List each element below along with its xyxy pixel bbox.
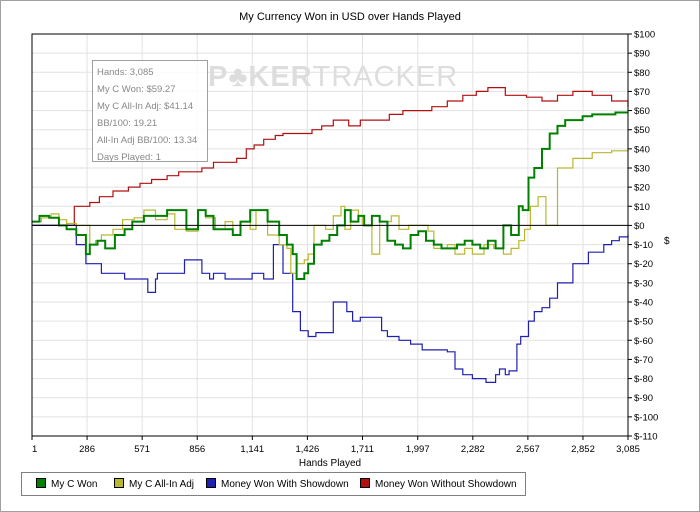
y-tick-label: $40 (634, 144, 650, 155)
plot-border (31, 33, 629, 437)
legend-item-won-no-showdown[interactable]: Money Won Without Showdown (360, 478, 517, 490)
x-tick-label: 1,711 (351, 444, 374, 455)
legend-swatch (206, 478, 216, 488)
y-tick-label: $90 (634, 49, 650, 60)
y-axis-label: $ (664, 236, 670, 247)
stat-bb100: BB/100: 19.21 (97, 118, 158, 129)
legend-swatch (360, 478, 370, 488)
x-tick-label: 286 (79, 444, 95, 455)
y-tick-label: $30 (634, 164, 650, 175)
legend-swatch (114, 478, 124, 488)
x-tick-label: 571 (134, 444, 150, 455)
x-tick-label: 3,085 (616, 444, 640, 455)
y-tick-label: $50 (634, 125, 650, 136)
series-line-my-c-won (32, 111, 628, 280)
stat-won: My C Won: $59.27 (97, 84, 176, 95)
y-tick-label: $20 (634, 183, 650, 194)
legend-item-won-showdown[interactable]: Money Won With Showdown (206, 478, 349, 490)
stat-allin-bb100: All-In Adj BB/100: 13.34 (97, 135, 198, 146)
x-tick-label: 856 (189, 444, 205, 455)
y-tick-label: $10 (634, 202, 650, 213)
pokertracker-watermark: P♣KERTRACKER (208, 61, 459, 93)
x-tick-label: 2,852 (571, 444, 595, 455)
y-tick-label: $-80 (634, 374, 653, 385)
series-line-money-won-without-showdown (32, 87, 629, 226)
y-tick-label: $-40 (634, 298, 653, 309)
y-tick-label: $100 (634, 30, 655, 41)
x-tick-label: 1,426 (295, 444, 319, 455)
x-tick-label: 1,997 (406, 444, 430, 455)
y-tick-label: $-30 (634, 278, 653, 289)
series-line-money-won-with-showdown (32, 224, 629, 383)
y-tick-label: $-60 (634, 336, 653, 347)
y-tick-label: $-70 (634, 355, 653, 366)
y-tick-label: $0 (634, 221, 645, 232)
y-tick-label: $-20 (634, 259, 653, 270)
x-tick-label: 1 (32, 444, 37, 455)
stat-days: Days Played: 1 (97, 152, 161, 163)
y-tick-label: $-50 (634, 317, 653, 328)
chart-title: My Currency Won in USD over Hands Played (239, 11, 461, 23)
y-tick-label: $70 (634, 87, 650, 98)
stats-box: Hands: 3,085 My C Won: $59.27 My C All-I… (92, 60, 208, 163)
y-tick-label: $80 (634, 68, 650, 79)
legend-item-my-c-won[interactable]: My C Won (36, 478, 98, 490)
x-axis-label: Hands Played (298, 458, 362, 469)
stat-allin-adj: My C All-In Adj: $41.14 (97, 101, 194, 112)
legend-item-allin-adj[interactable]: My C All-In Adj (114, 478, 194, 490)
y-tick-label: $-90 (634, 393, 653, 404)
x-tick-label: 1,141 (240, 444, 264, 455)
legend: My C Won My C All-In Adj Money Won With … (21, 472, 526, 496)
legend-swatch (36, 478, 46, 488)
axes: $100 $90 $80 $70 $60 $50 $40 $30 $20 $10 $0 $-10 $-2… (31, 30, 658, 455)
y-tick-label: $-100 (634, 412, 658, 423)
y-tick-label: $-10 (634, 240, 653, 251)
x-tick-label: 2,282 (461, 444, 485, 455)
stat-hands: Hands: 3,085 (97, 67, 154, 78)
x-tick-label: 2,567 (516, 444, 540, 455)
y-tick-label: $60 (634, 106, 650, 117)
y-tick-label: $-110 (634, 432, 658, 443)
